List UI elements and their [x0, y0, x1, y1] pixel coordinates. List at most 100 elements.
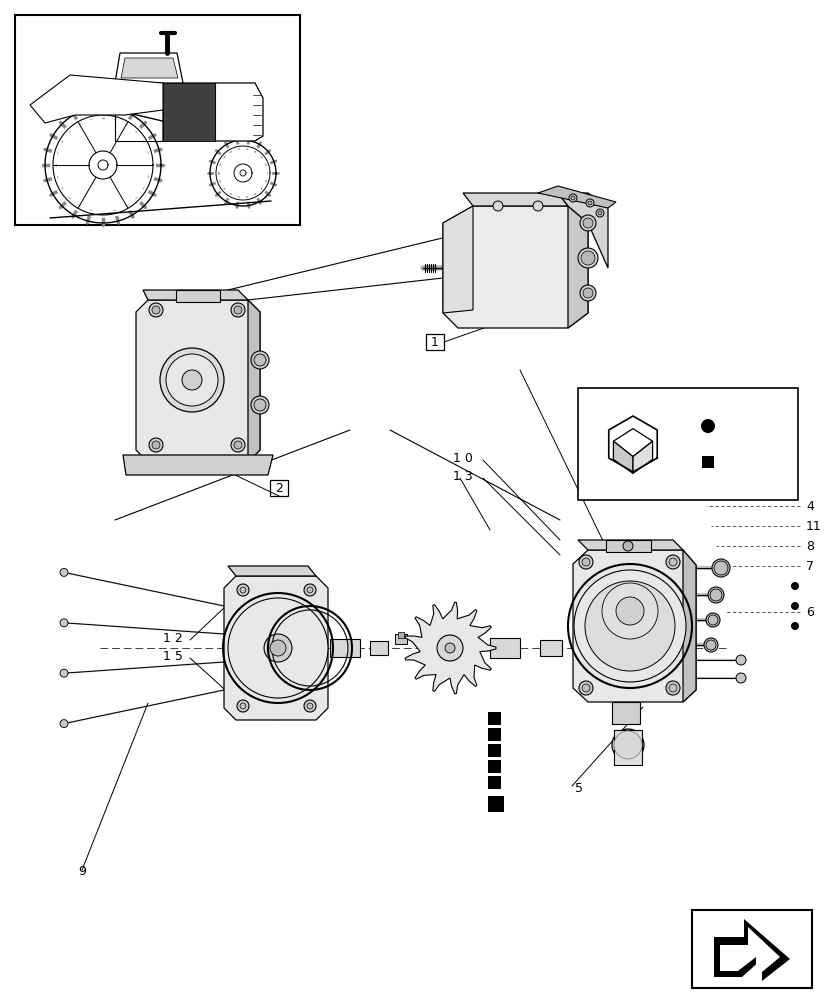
Polygon shape — [442, 206, 587, 328]
Text: 7: 7 — [805, 560, 813, 572]
Bar — [577, 388, 797, 500]
Circle shape — [615, 597, 643, 625]
Circle shape — [149, 438, 163, 452]
Circle shape — [668, 684, 676, 692]
Text: 9: 9 — [78, 865, 86, 878]
Text: 11: 11 — [805, 520, 820, 532]
Circle shape — [251, 396, 269, 414]
Circle shape — [437, 635, 462, 661]
Polygon shape — [713, 919, 789, 981]
Circle shape — [586, 199, 593, 207]
Text: 1 2: 1 2 — [163, 632, 183, 644]
Circle shape — [578, 681, 592, 695]
Text: 1: 1 — [431, 336, 438, 349]
Text: 1 0: 1 0 — [452, 452, 472, 464]
Bar — [270, 480, 288, 496]
Circle shape — [270, 640, 285, 656]
Bar — [330, 639, 360, 657]
Polygon shape — [121, 58, 178, 78]
Circle shape — [304, 700, 316, 712]
Circle shape — [165, 354, 218, 406]
Bar — [701, 456, 713, 468]
Polygon shape — [227, 566, 316, 576]
Circle shape — [571, 196, 574, 200]
Polygon shape — [30, 75, 163, 123]
Text: KIT: KIT — [622, 460, 643, 470]
Polygon shape — [572, 550, 696, 702]
Circle shape — [582, 218, 592, 228]
Circle shape — [237, 700, 249, 712]
Circle shape — [578, 555, 592, 569]
Circle shape — [444, 643, 455, 653]
Circle shape — [240, 587, 246, 593]
Polygon shape — [163, 83, 215, 141]
Circle shape — [231, 303, 245, 317]
Circle shape — [705, 640, 715, 650]
Circle shape — [237, 584, 249, 596]
Text: =  14: = 14 — [719, 420, 753, 432]
Circle shape — [622, 541, 632, 551]
Circle shape — [182, 370, 202, 390]
Circle shape — [581, 558, 590, 566]
Circle shape — [579, 285, 595, 301]
Text: 5: 5 — [574, 782, 582, 794]
Bar — [605, 540, 650, 552]
Polygon shape — [442, 206, 472, 313]
Bar — [487, 776, 500, 789]
Circle shape — [234, 441, 241, 449]
Circle shape — [707, 587, 723, 603]
Circle shape — [705, 613, 719, 627]
Circle shape — [614, 731, 641, 759]
Bar — [614, 730, 641, 765]
Circle shape — [251, 351, 269, 369]
Polygon shape — [123, 455, 273, 475]
Circle shape — [307, 703, 313, 709]
Bar — [487, 796, 504, 812]
Circle shape — [581, 251, 595, 265]
Text: 2: 2 — [275, 482, 283, 494]
Bar — [611, 702, 639, 724]
Circle shape — [790, 622, 798, 630]
Bar — [487, 712, 500, 725]
Circle shape — [703, 638, 717, 652]
Polygon shape — [567, 206, 587, 328]
Polygon shape — [538, 193, 607, 268]
Circle shape — [152, 306, 160, 314]
Bar — [398, 632, 404, 638]
Bar — [539, 640, 562, 656]
Circle shape — [573, 570, 686, 682]
Circle shape — [533, 201, 543, 211]
Circle shape — [582, 288, 592, 298]
Polygon shape — [682, 550, 696, 702]
Bar — [487, 760, 500, 773]
Circle shape — [254, 399, 265, 411]
Circle shape — [790, 602, 798, 610]
Circle shape — [790, 582, 798, 590]
Circle shape — [234, 306, 241, 314]
Circle shape — [595, 209, 603, 217]
Polygon shape — [719, 927, 779, 977]
Circle shape — [713, 561, 727, 575]
Circle shape — [581, 684, 590, 692]
Circle shape — [611, 729, 643, 761]
Text: 6: 6 — [805, 605, 813, 618]
Bar — [490, 638, 519, 658]
Circle shape — [149, 303, 163, 317]
Circle shape — [160, 348, 224, 412]
Circle shape — [227, 598, 327, 698]
Text: 1 3: 1 3 — [452, 470, 472, 483]
Polygon shape — [224, 576, 327, 720]
Bar — [176, 290, 220, 302]
Bar — [691, 910, 811, 988]
Bar — [487, 744, 500, 757]
Circle shape — [152, 441, 160, 449]
Polygon shape — [577, 540, 682, 550]
Circle shape — [711, 559, 729, 577]
Circle shape — [601, 583, 657, 639]
Polygon shape — [136, 300, 260, 462]
Circle shape — [304, 584, 316, 596]
Text: 4: 4 — [805, 499, 813, 512]
Circle shape — [579, 215, 595, 231]
Circle shape — [60, 720, 68, 728]
Circle shape — [254, 354, 265, 366]
